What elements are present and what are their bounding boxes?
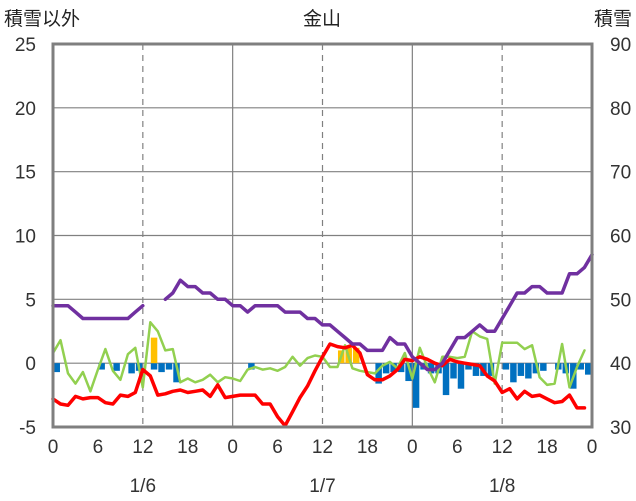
bar-yellow: [352, 347, 360, 364]
series-line-snow-depth: [51, 252, 594, 372]
bar-blue: [128, 363, 135, 374]
x-tick-label: 6: [452, 437, 463, 458]
bar-blue: [532, 363, 540, 374]
x-tick-label: 0: [407, 437, 418, 458]
bar-blue: [113, 363, 120, 371]
x-tick-label: 0: [48, 437, 59, 458]
bar-blue: [150, 363, 158, 370]
bar-blue: [375, 363, 382, 384]
right-tick-label: 80: [610, 99, 631, 120]
series-line-green: [51, 321, 586, 393]
left-tick-label: 10: [15, 227, 36, 248]
right-tick-label: 30: [610, 418, 631, 439]
x-tick-label: 12: [312, 437, 333, 458]
x-tick-label: 0: [587, 437, 598, 458]
right-axis-title: 積雪: [594, 8, 632, 30]
bar-blue: [510, 363, 517, 383]
x-tick-label: 12: [132, 437, 153, 458]
day-label: 1/7: [309, 476, 335, 497]
bar-blue: [585, 363, 592, 375]
bar-blue: [442, 363, 450, 396]
bar-blue: [412, 363, 420, 408]
x-tick-label: 18: [357, 437, 378, 458]
left-tick-label: 20: [15, 99, 36, 120]
bar-blue: [472, 363, 480, 376]
right-tick-label: 50: [610, 290, 631, 311]
x-tick-label: 0: [227, 437, 238, 458]
day-label: 1/8: [489, 476, 515, 497]
bar-blue: [502, 363, 510, 370]
x-tick-label: 18: [537, 437, 558, 458]
left-tick-label: 25: [15, 35, 36, 56]
left-tick-label: 5: [25, 290, 36, 311]
bar-blue: [525, 363, 532, 379]
bar-blue: [457, 363, 465, 389]
chart-title: 金山: [303, 8, 341, 30]
day-label: 1/6: [130, 476, 156, 497]
x-tick-label: 18: [177, 437, 198, 458]
bar-blue: [465, 363, 472, 370]
left-tick-label: -5: [19, 418, 36, 439]
grid-lines: [53, 44, 592, 427]
bar-blue: [540, 363, 547, 371]
bar-yellow: [150, 337, 158, 364]
bar-blue: [517, 363, 525, 376]
bar-blue: [382, 363, 390, 374]
x-axis-day-labels: 1/6 1/7 1/8: [130, 476, 516, 497]
right-tick-label: 90: [610, 35, 631, 56]
bar-blue: [53, 363, 60, 373]
left-axis-title: 積雪以外: [4, 8, 80, 30]
x-tick-label: 6: [93, 437, 104, 458]
left-axis-ticks: -5 0 5 10 15 20 25: [15, 35, 36, 439]
bar-blue: [98, 363, 105, 370]
right-tick-label: 70: [610, 163, 631, 184]
bar-blue: [487, 363, 495, 376]
bar-blue: [405, 363, 412, 382]
line-series: [51, 252, 594, 428]
bar-blue: [165, 363, 173, 370]
left-tick-label: 15: [15, 163, 36, 184]
series-line-temperature: [51, 342, 587, 428]
x-tick-label: 12: [492, 437, 513, 458]
bar-blue: [577, 363, 585, 370]
right-tick-label: 60: [610, 227, 631, 248]
bar-blue: [248, 363, 255, 370]
left-tick-label: 0: [25, 354, 36, 375]
bar-blue: [173, 363, 180, 383]
bar-blue: [397, 363, 405, 373]
plot-frame: [51, 42, 594, 429]
x-axis-hour-ticks: 0 6 12 18 0 6 12 18 0 6 12 18 0: [48, 437, 598, 458]
bar-blue: [390, 363, 397, 373]
right-axis-ticks: 30 40 50 60 70 80 90: [610, 35, 631, 439]
x-tick-label: 6: [272, 437, 283, 458]
bar-blue: [158, 363, 165, 373]
bar-blue: [450, 363, 457, 379]
right-tick-label: 40: [610, 354, 631, 375]
